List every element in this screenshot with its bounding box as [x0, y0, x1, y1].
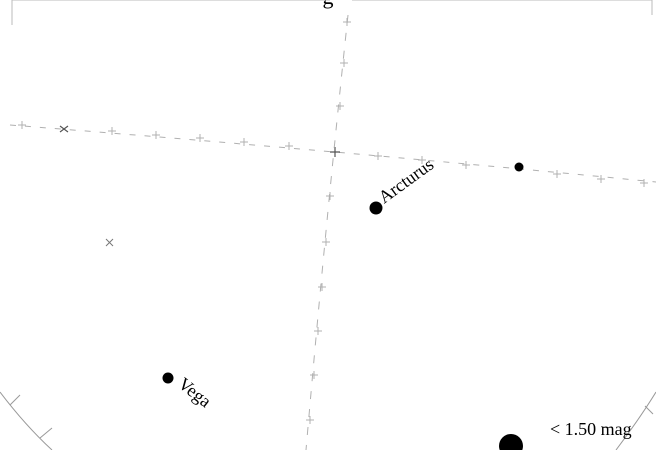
horizon-arc-right — [615, 391, 656, 450]
star-arcturus-dot — [369, 201, 383, 215]
grid-marker-x — [105, 238, 114, 247]
star-arcturus-label: Arcturus — [375, 154, 438, 207]
star-arcturus[interactable]: Arcturus — [369, 154, 438, 215]
star-vega-label: Vega — [175, 373, 216, 411]
star-unnamed-dot — [514, 162, 524, 172]
star-vega[interactable]: Vega — [162, 372, 216, 412]
grid-line-horizontal — [9, 121, 656, 187]
magnitude-legend: < 1.50 mag — [499, 419, 632, 450]
legend-magnitude-label: < 1.50 mag — [550, 419, 632, 439]
star-unnamed[interactable] — [514, 162, 524, 172]
grid-line-vertical — [305, 14, 351, 450]
chart-title-fragment: g — [323, 0, 334, 8]
map-border — [11, 0, 653, 25]
legend-star-symbol — [499, 434, 523, 450]
horizon-arc-left — [0, 391, 53, 450]
star-vega-dot — [162, 372, 174, 384]
